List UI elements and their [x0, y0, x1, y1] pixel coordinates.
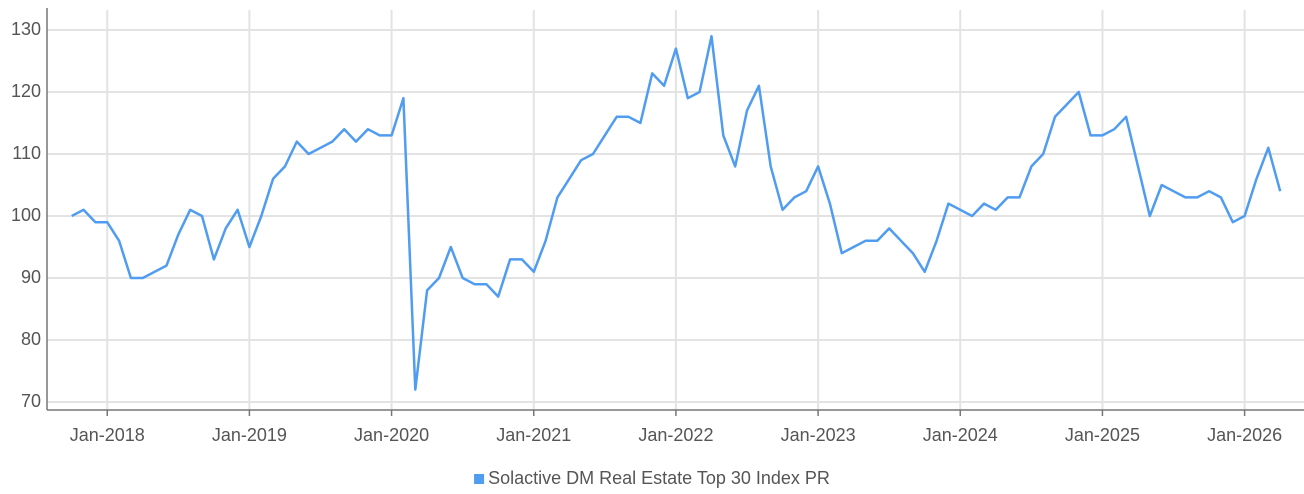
legend-swatch	[474, 474, 485, 484]
legend-label: Solactive DM Real Estate Top 30 Index PR	[488, 468, 830, 488]
x-tick-label: Jan-2026	[1207, 425, 1282, 445]
y-tick-label: 130	[11, 19, 41, 39]
y-tick-label: 100	[11, 205, 41, 225]
y-tick-label: 80	[21, 329, 41, 349]
x-tick-label: Jan-2024	[923, 425, 998, 445]
y-tick-label: 110	[12, 143, 41, 163]
x-tick-label: Jan-2018	[70, 425, 145, 445]
x-tick-label: Jan-2019	[212, 425, 287, 445]
y-tick-label: 70	[21, 391, 41, 411]
x-tick-label: Jan-2020	[354, 425, 429, 445]
x-tick-label: Jan-2021	[496, 425, 571, 445]
y-tick-label: 90	[21, 267, 41, 287]
x-tick-label: Jan-2022	[638, 425, 713, 445]
x-tick-label: Jan-2023	[781, 425, 856, 445]
series-line	[71, 34, 1282, 391]
y-tick-label: 120	[11, 81, 41, 101]
x-tick-label: Jan-2025	[1065, 425, 1140, 445]
